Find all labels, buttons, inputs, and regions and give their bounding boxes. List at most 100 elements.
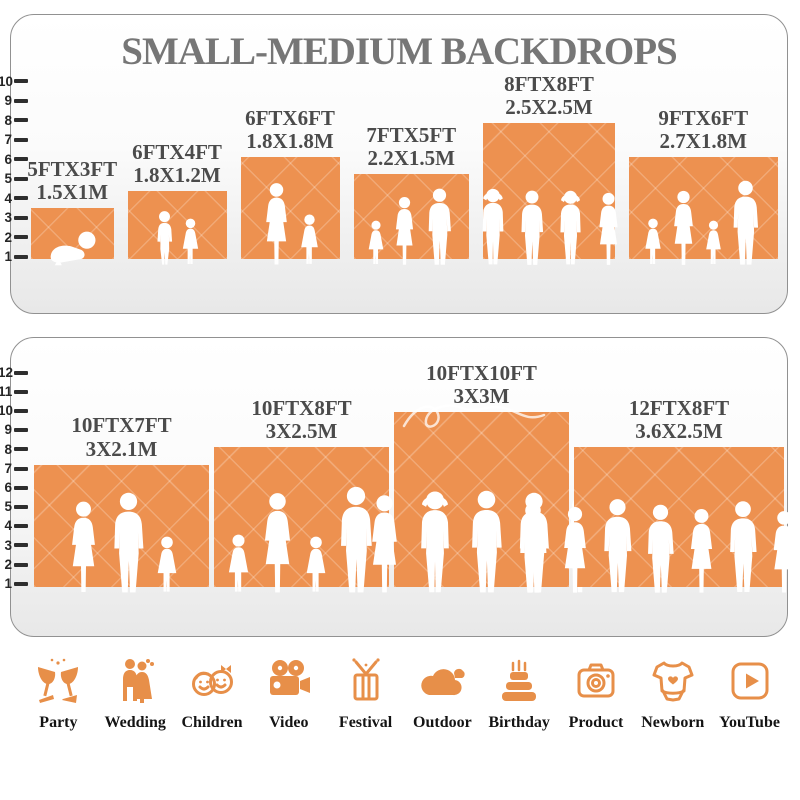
category-label: Video <box>269 714 309 731</box>
category-birthday: Birthday <box>481 657 558 732</box>
y-axis-tick-mark <box>14 235 28 240</box>
y-axis-tick-label: 9 <box>4 93 12 108</box>
festival-icon <box>351 658 380 701</box>
y-axis-tick-label: 4 <box>4 518 12 534</box>
y-axis-tick-2: 2 <box>0 558 28 572</box>
woman-silhouette <box>674 190 694 265</box>
woman-silhouette <box>371 495 397 593</box>
y-axis-tick-11: 11 <box>0 385 28 399</box>
category-label: Party <box>39 714 78 731</box>
backdrop-size-label: 8FTX8FT 2.5X2.5M <box>504 71 594 120</box>
category-label: Birthday <box>488 714 550 731</box>
category-row: Party Wedding Children Video Festival Outdoor… <box>20 657 788 732</box>
y-axis-tick-mark <box>14 118 28 123</box>
man-silhouette <box>340 486 372 593</box>
backdrop-bar-9ftx6ft: 9FTX6FT 2.7X1.8M <box>629 106 778 265</box>
manup-silhouette <box>482 188 504 265</box>
man-silhouette <box>471 490 502 593</box>
y-axis-tick-mark <box>14 504 28 509</box>
category-label: YouTube <box>719 714 780 731</box>
y-axis-tick-label: 9 <box>4 422 12 438</box>
y-axis-tick-mark <box>14 447 28 452</box>
y-axis-tick-4: 4 <box>0 519 28 533</box>
backdrop-size-ft: 6FTX6FT <box>245 105 335 130</box>
man-silhouette <box>730 501 757 592</box>
man-silhouette <box>648 504 674 593</box>
backdrop-size-m: 3X2.5M <box>265 419 338 444</box>
people-silhouettes <box>46 230 98 266</box>
category-label: Product <box>568 714 624 731</box>
backdrop-size-m: 3.6X2.5M <box>635 419 723 444</box>
small-medium-panel: SMALL-MEDIUM BACKDROPS 1 2 3 4 5 6 7 8 9 10 5FTX3… <box>0 14 788 314</box>
girl-silhouette <box>706 220 722 264</box>
manup-silhouette <box>560 190 581 265</box>
woman-silhouette <box>396 196 414 265</box>
backdrop-bar-6ftx6ft: 6FTX6FT 1.8X1.8M <box>240 106 340 265</box>
y-axis-tick-mark <box>14 215 28 220</box>
woman-silhouette <box>264 493 290 593</box>
page-title: SMALL-MEDIUM BACKDROPS <box>121 30 677 73</box>
y-axis-tick-8: 8 <box>0 112 28 128</box>
y-axis-tick-2: 2 <box>0 229 28 245</box>
y-axis-tick-mark <box>14 79 28 84</box>
y-axis-tick-label: 6 <box>4 480 12 495</box>
category-video: Video <box>250 657 327 732</box>
y-axis-tick-3: 3 <box>0 539 28 553</box>
y-axis-tick-label: 1 <box>4 576 12 591</box>
y-axis-tick-mark <box>14 562 28 567</box>
backdrop-size-m: 3X3M <box>453 384 510 409</box>
girl-silhouette <box>301 214 318 264</box>
birthday-icon <box>502 659 537 701</box>
y-axis-tick-mark <box>14 157 28 162</box>
party-icon <box>38 658 79 703</box>
backdrop-bar-7ftx5ft: 7FTX5FT 2.2X1.5M <box>353 123 469 265</box>
people-silhouettes <box>474 186 625 266</box>
woman-silhouette <box>564 507 586 593</box>
backdrop-bar-6ftx4ft: 6FTX4FT 1.8X1.2M <box>127 140 227 265</box>
people-silhouettes <box>642 180 764 266</box>
y-axis-tick-9: 9 <box>0 423 28 437</box>
woman-silhouette <box>690 509 713 593</box>
backdrop-size-ft: 8FTX8FT <box>504 71 594 96</box>
y-axis-tick-label: 3 <box>4 537 12 553</box>
backdrop-size-m: 2.5X2.5M <box>505 95 593 120</box>
category-outdoor: Outdoor <box>404 657 481 732</box>
y-axis-tick-4: 4 <box>0 191 28 206</box>
man-silhouette <box>113 492 143 593</box>
outdoor-icon <box>421 668 466 696</box>
woman-silhouette <box>773 511 795 593</box>
y-axis-tick-label: 5 <box>4 171 12 186</box>
woman-silhouette <box>599 192 618 265</box>
children-icon <box>191 665 233 696</box>
category-children: Children <box>174 657 251 732</box>
people-silhouettes <box>259 182 322 266</box>
backdrop-size-label: 6FTX6FT 1.8X1.8M <box>245 105 335 154</box>
y-axis-tick-10: 10 <box>0 74 28 89</box>
youtube-icon <box>731 662 769 700</box>
people-silhouettes <box>366 188 457 266</box>
y-axis-tick-9: 9 <box>0 94 28 108</box>
backdrop-size-label: 10FTX7FT 3X2.1M <box>71 414 171 461</box>
backdrop-size-ft: 9FTX6FT <box>658 105 749 130</box>
y-axis-tick-label: 5 <box>4 499 12 515</box>
backdrop-size-ft: 10FTX8FT <box>251 395 352 420</box>
wedding-icon <box>123 659 155 703</box>
y-axis-tick-mark <box>14 389 28 394</box>
girl-silhouette <box>368 220 384 264</box>
woman-silhouette <box>71 501 95 592</box>
backdrop-size-m: 1.8X1.8M <box>246 129 334 154</box>
newborn-icon <box>652 661 694 702</box>
y-axis-tick-label: 2 <box>4 229 12 245</box>
backdrop-bar-10ftx7ft: 10FTX7FT 3X2.1M <box>34 414 209 593</box>
backdrop-size-m: 2.2X1.5M <box>367 146 456 171</box>
backdrop-size-label: 10FTX10FT 3X3M <box>426 361 537 409</box>
category-label: Wedding <box>104 714 166 731</box>
y-axis-tick-label: 11 <box>0 384 13 399</box>
backdrop-size-m: 3X2.1M <box>85 436 158 461</box>
people-silhouettes <box>224 486 379 594</box>
y-axis-tick-label: 3 <box>4 210 12 225</box>
category-label: Children <box>181 714 243 731</box>
y-axis-tick-mark <box>14 176 28 181</box>
y-axis-tick-label: 8 <box>4 112 12 128</box>
girl-silhouette <box>182 218 199 264</box>
